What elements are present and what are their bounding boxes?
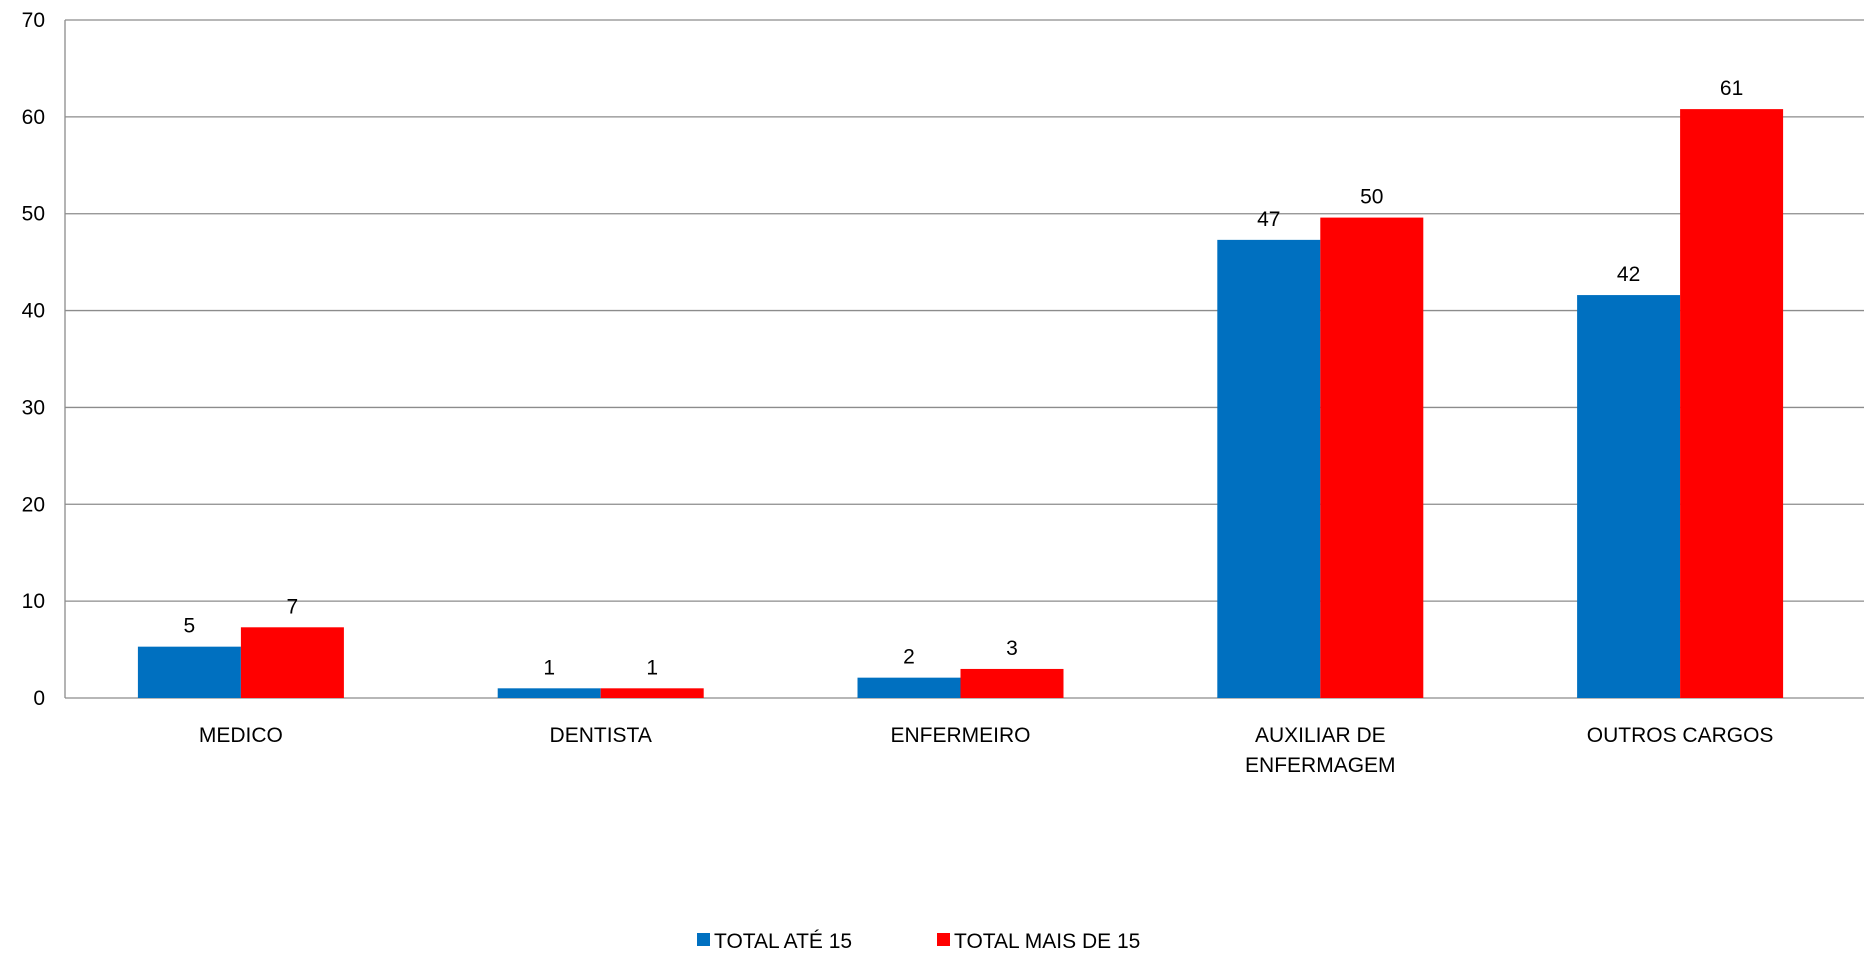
y-axis-ticks: 0 10 20 30 40 50 60 70 <box>22 9 45 710</box>
legend: TOTAL ATÉ 15 TOTAL MAIS DE 15 <box>697 930 1140 953</box>
x-tick-label: ENFERMEIRO <box>890 724 1030 747</box>
bar-ate-15 <box>497 688 601 698</box>
legend-swatch <box>937 933 950 946</box>
data-label: 7 <box>287 595 299 618</box>
bar-mais-de-15 <box>1320 217 1424 699</box>
y-tick-label: 50 <box>22 203 45 226</box>
legend-swatch <box>697 933 710 946</box>
x-tick-label: OUTROS CARGOS <box>1587 724 1774 747</box>
bar-mais-de-15 <box>1680 109 1784 698</box>
data-labels: 5 7 1 1 2 3 47 50 42 61 <box>184 77 1744 679</box>
y-tick-label: 0 <box>33 687 45 710</box>
bar-mais-de-15 <box>600 688 704 698</box>
data-label: 1 <box>543 656 555 679</box>
x-axis-categories: MEDICO DENTISTA ENFERMEIRO AUXILIAR DE ENFER… <box>199 724 1774 777</box>
bar-ate-15 <box>137 646 241 698</box>
bars <box>137 109 1784 699</box>
bar-ate-15 <box>857 677 961 698</box>
bar-ate-15 <box>1577 295 1681 698</box>
data-label: 2 <box>903 646 915 669</box>
gridlines <box>65 19 1864 699</box>
x-tick-label: AUXILIAR DE <box>1255 724 1386 747</box>
x-tick-label: MEDICO <box>199 724 283 747</box>
data-label: 47 <box>1257 208 1280 231</box>
x-tick-label: DENTISTA <box>550 724 652 747</box>
legend-label: TOTAL MAIS DE 15 <box>954 930 1140 953</box>
data-label: 1 <box>646 656 658 679</box>
bar-ate-15 <box>1217 239 1321 698</box>
y-tick-label: 20 <box>22 493 45 516</box>
y-tick-label: 10 <box>22 590 45 613</box>
x-tick-label: ENFERMAGEM <box>1245 754 1396 777</box>
data-label: 5 <box>184 615 196 638</box>
data-label: 50 <box>1360 186 1383 209</box>
data-label: 61 <box>1720 77 1743 100</box>
y-tick-label: 70 <box>22 9 45 32</box>
data-label: 42 <box>1617 263 1640 286</box>
bar-mais-de-15 <box>960 668 1064 698</box>
legend-label: TOTAL ATÉ 15 <box>714 930 852 953</box>
bar-mais-de-15 <box>240 627 344 698</box>
y-tick-label: 30 <box>22 396 45 419</box>
y-tick-label: 60 <box>22 106 45 129</box>
y-tick-label: 40 <box>22 300 45 323</box>
data-label: 3 <box>1006 637 1018 660</box>
